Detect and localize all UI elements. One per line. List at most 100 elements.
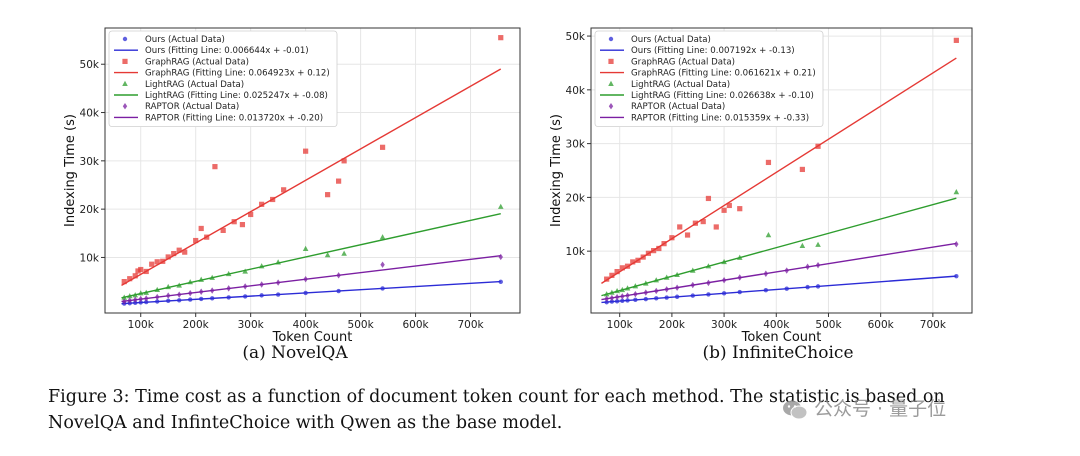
subcaption-infinitechoice: (b) InfiniteChoice — [702, 343, 854, 363]
y-tick-label: 10k — [566, 246, 586, 258]
legend-ours-marker — [122, 36, 128, 42]
graphrag-data-point — [165, 254, 171, 260]
lightrag-data-point — [799, 242, 806, 248]
watermark-text: 公众号 · 量子位 — [814, 398, 947, 420]
graphrag-data-point — [737, 206, 743, 212]
y-tick-label: 20k — [566, 192, 586, 204]
ours-fit-line — [601, 275, 957, 304]
graphrag-data-point — [239, 222, 246, 228]
lightrag-data-point — [765, 232, 772, 238]
x-tick-label: 500k — [348, 319, 375, 331]
graphrag-data-point — [705, 195, 712, 202]
graphrag-data-point — [325, 192, 331, 198]
legend-raptor-data-label: RAPTOR (Actual Data) — [145, 102, 239, 112]
legend-lightrag-fit-label: LightRAG (Fitting Line: 0.026638x + -0.1… — [631, 91, 814, 101]
legend: Ours (Actual Data)Ours (Fitting Line: 0.… — [108, 30, 338, 127]
lightrag-data-point — [815, 241, 821, 247]
graphrag-data-point — [726, 202, 732, 209]
x-tick-label: 700k — [457, 319, 484, 331]
legend-lightrag-marker — [608, 80, 614, 86]
graphrag-data-point — [677, 224, 683, 230]
y-axis-label: Indexing Time (s) — [63, 114, 78, 227]
x-tick-label: 300k — [238, 319, 265, 331]
legend-frame — [108, 30, 338, 127]
graphrag-data-point — [138, 266, 144, 273]
lightrag-fit-line — [601, 197, 957, 297]
legend-lightrag-data-label: LightRAG (Actual Data) — [631, 80, 730, 90]
plot-frame — [590, 27, 973, 314]
legend-graphrag-data-label: GraphRAG (Actual Data) — [145, 57, 249, 67]
series-raptor — [122, 253, 503, 305]
graphrag-data-point — [220, 227, 226, 233]
x-tick-label: 300k — [711, 319, 738, 331]
y-tick-label: 40k — [566, 85, 586, 97]
raptor-data-point — [380, 261, 385, 268]
graphrag-data-point — [182, 249, 188, 255]
graphrag-data-point — [259, 201, 265, 207]
graphrag-data-point — [953, 37, 959, 43]
legend-ours-fit-label: Ours (Fitting Line: 0.006644x + -0.01) — [145, 46, 309, 56]
x-tick-label: 100k — [128, 319, 155, 331]
legend-raptor-marker — [122, 103, 128, 110]
y-tick-label: 30k — [566, 139, 586, 151]
watermark: 公众号 · 量子位 — [782, 394, 946, 421]
graphrag-data-point — [765, 159, 772, 166]
x-tick-label: 400k — [763, 319, 790, 331]
graphrag-data-point — [198, 225, 204, 232]
wechat-icon — [782, 399, 808, 421]
figure-caption-line-2: NovelQA and InfinteChoice with Qwen as t… — [48, 413, 563, 433]
lightrag-data-point — [324, 252, 331, 258]
chart-infinitechoice: 100k 200k 300k 400k 500k 600k 700k 10k 20k 30k 40k… — [549, 27, 973, 345]
legend-lightrag-fit-label: LightRAG (Fitting Line: 0.025247x + -0.0… — [145, 91, 328, 101]
legend-graphrag-marker — [608, 58, 614, 64]
legend-raptor-fit-label: RAPTOR (Fitting Line: 0.013720x + -0.20) — [145, 113, 323, 123]
x-tick-label: 500k — [815, 319, 842, 331]
legend-lightrag-data-label: LightRAG (Actual Data) — [145, 80, 244, 90]
graphrag-data-point — [721, 207, 727, 213]
plot-frame — [104, 27, 521, 314]
graphrag-data-point — [171, 250, 177, 257]
graphrag-data-point — [669, 235, 675, 241]
graphrag-data-point — [149, 261, 155, 267]
subcaption-novelqa: (a) NovelQA — [242, 343, 348, 363]
lightrag-data-point — [302, 245, 309, 251]
legend-lightrag-marker — [122, 80, 128, 86]
x-tick-label: 600k — [868, 319, 895, 331]
graphrag-fit-line — [601, 57, 957, 284]
legend-frame — [594, 30, 824, 127]
graphrag-data-point — [154, 259, 160, 265]
x-tick-label: 200k — [659, 319, 686, 331]
graphrag-data-point — [212, 164, 218, 170]
graphrag-data-point — [700, 218, 706, 225]
y-tick-label: 20k — [80, 204, 100, 216]
graphrag-data-point — [121, 279, 127, 285]
y-tick-label: 10k — [80, 252, 100, 264]
figure-caption-line-1: Figure 3: Time cost as a function of doc… — [48, 387, 945, 407]
lightrag-fit-line — [121, 212, 501, 299]
legend-graphrag-marker — [122, 58, 128, 64]
graphrag-data-point — [799, 166, 805, 173]
legend-raptor-marker — [608, 103, 614, 110]
graphrag-data-point — [176, 247, 182, 253]
legend-graphrag-fit-label: GraphRAG (Fitting Line: 0.061621x + 0.21… — [631, 69, 816, 79]
graphrag-data-point — [684, 232, 691, 238]
graphrag-data-point — [127, 276, 133, 282]
x-axis-label: Token Count — [272, 330, 353, 345]
graphrag-data-point — [609, 272, 615, 278]
graphrag-data-point — [656, 245, 662, 252]
graphrag-data-point — [303, 148, 309, 154]
graphrag-data-point — [498, 35, 504, 41]
x-axis-label: Token Count — [741, 330, 822, 345]
legend-ours-data-label: Ours (Actual Data) — [631, 35, 711, 45]
y-tick-label: 50k — [566, 31, 586, 43]
graphrag-data-point — [193, 237, 199, 244]
graphrag-data-point — [630, 259, 636, 265]
lightrag-data-point — [953, 189, 960, 195]
legend-ours-fit-label: Ours (Fitting Line: 0.007192x + -0.13) — [631, 46, 795, 56]
legend-graphrag-data-label: GraphRAG (Actual Data) — [631, 57, 735, 67]
raptor-fit-line — [601, 242, 957, 301]
x-tick-label: 400k — [293, 319, 320, 331]
graphrag-data-point — [281, 187, 287, 193]
graphrag-data-point — [341, 158, 347, 164]
legend: Ours (Actual Data)Ours (Fitting Line: 0.… — [594, 30, 824, 127]
